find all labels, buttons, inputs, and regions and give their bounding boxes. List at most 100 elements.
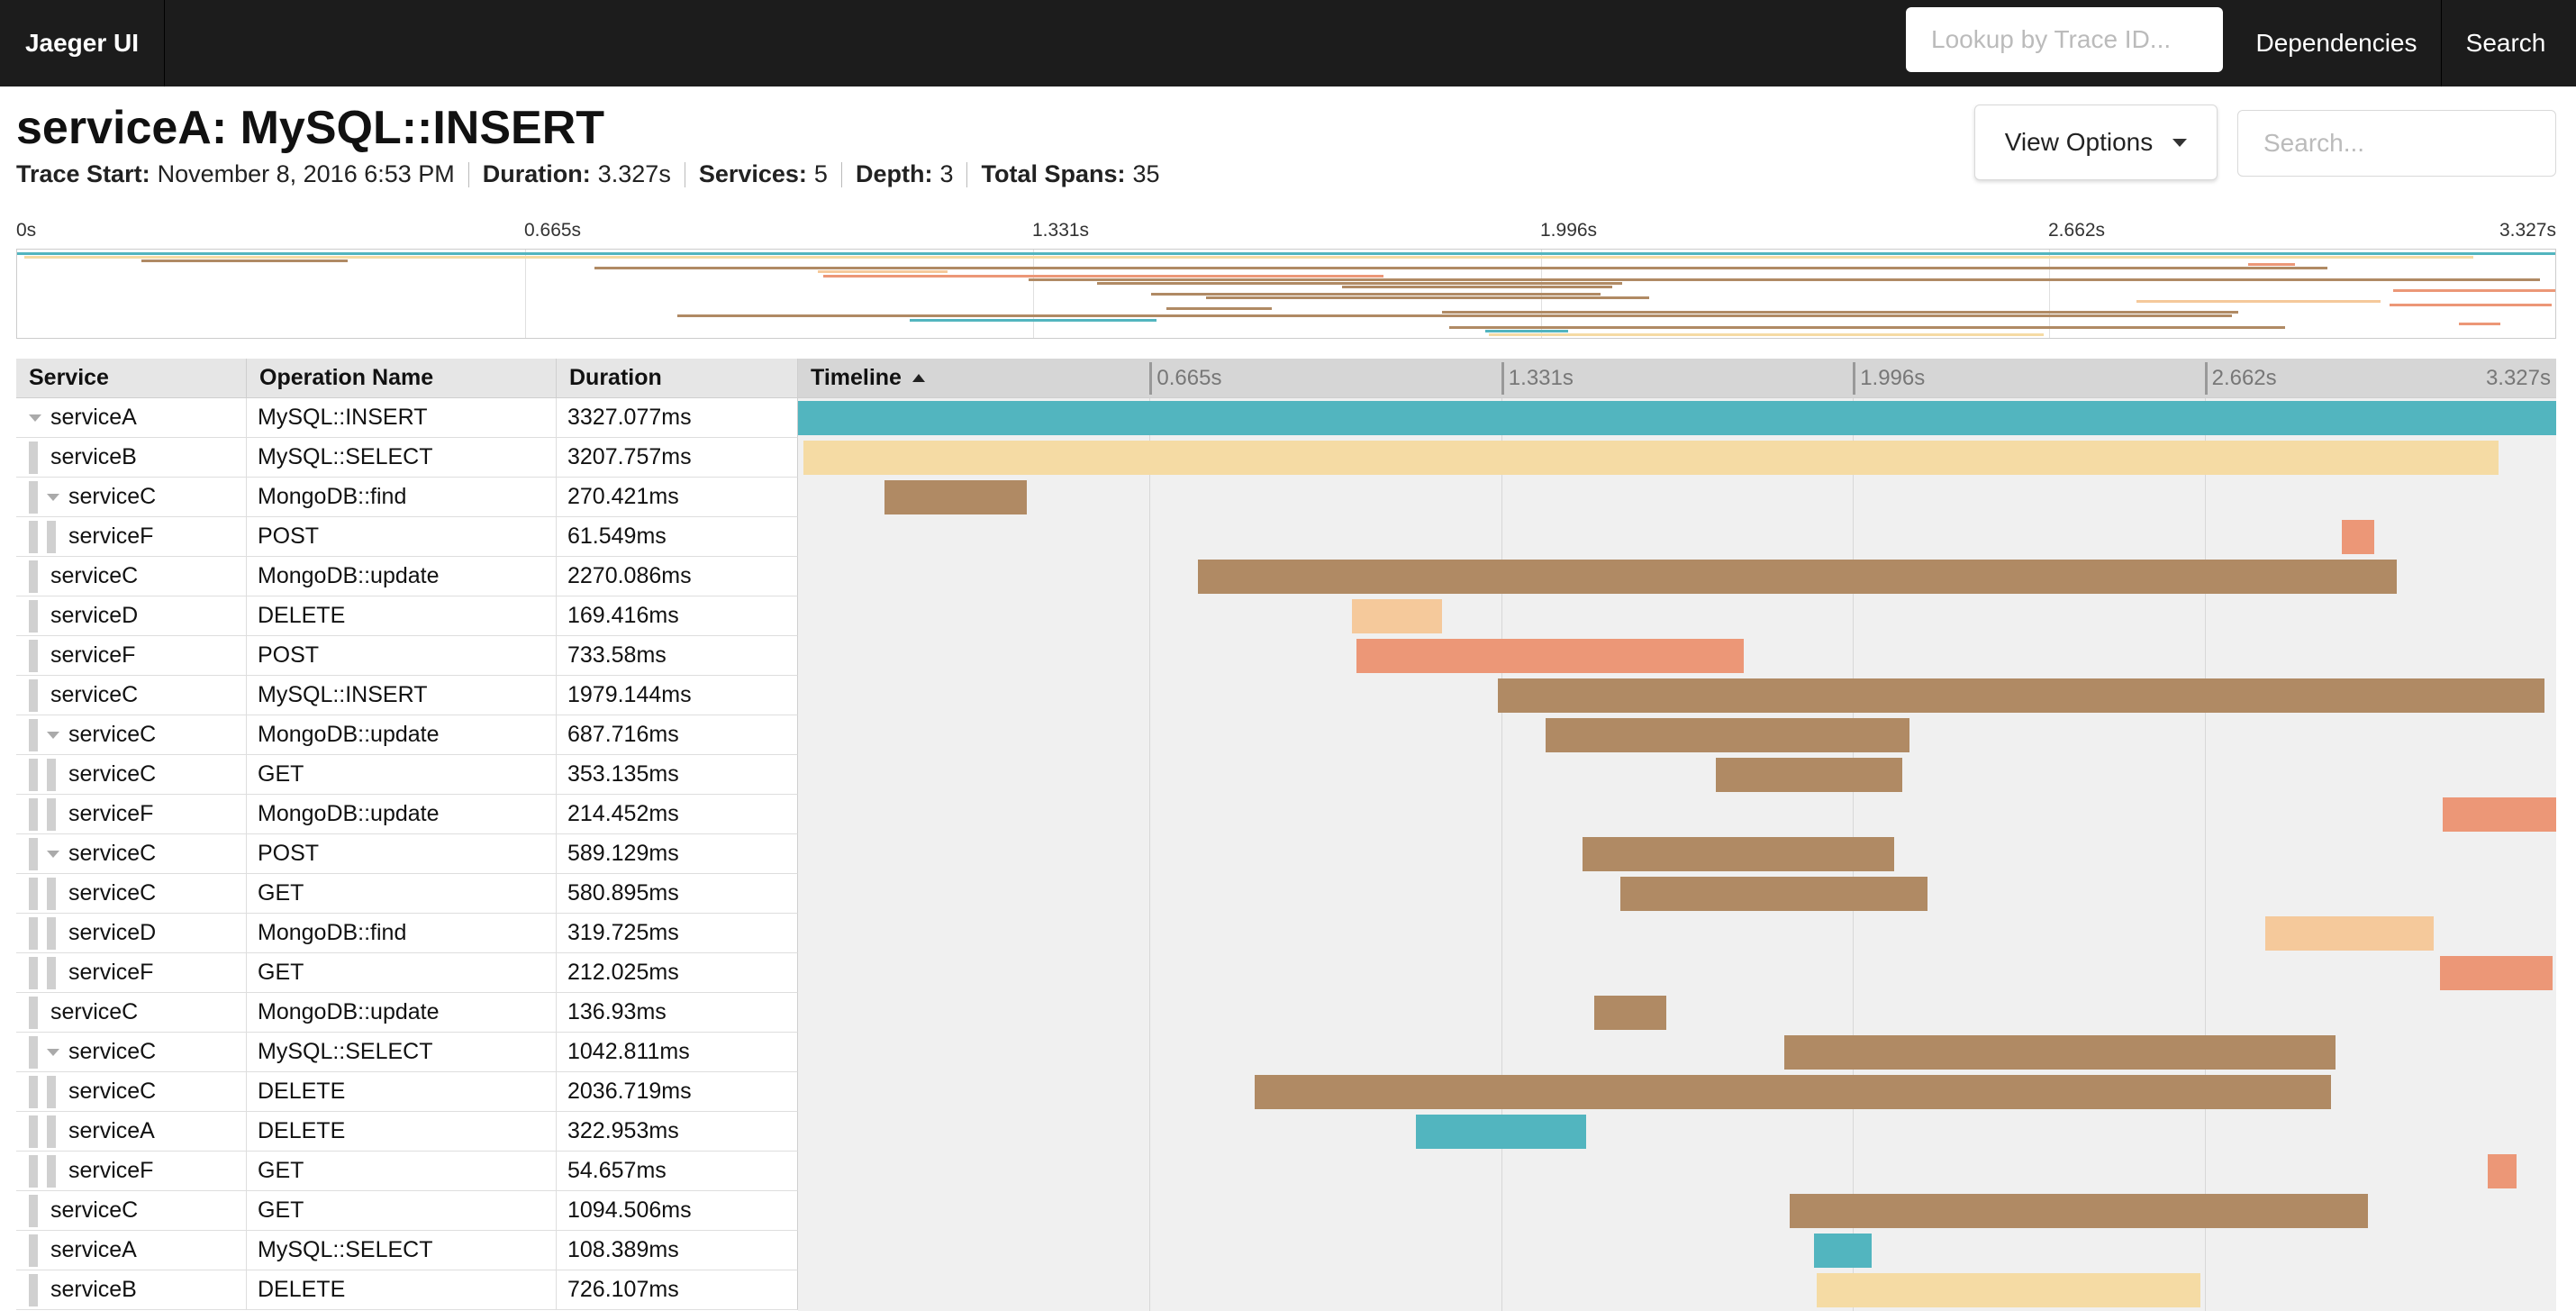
span-service-cell[interactable]: serviceF bbox=[16, 636, 247, 676]
span-bar[interactable] bbox=[1498, 678, 2544, 713]
span-bar[interactable] bbox=[1814, 1234, 1872, 1268]
span-operation-cell: MongoDB::update bbox=[247, 557, 557, 596]
span-bar[interactable] bbox=[2440, 956, 2553, 990]
span-service-cell[interactable]: serviceD bbox=[16, 596, 247, 636]
span-duration-cell: 3327.077ms bbox=[557, 398, 798, 438]
span-bar[interactable] bbox=[1583, 837, 1894, 871]
view-options-dropdown[interactable]: View Options bbox=[1974, 105, 2218, 180]
span-service-cell[interactable]: serviceC bbox=[16, 993, 247, 1033]
expand-toggle-icon[interactable] bbox=[47, 732, 59, 739]
span-service-cell[interactable]: serviceF bbox=[16, 953, 247, 993]
span-service-cell[interactable]: serviceC bbox=[16, 834, 247, 874]
nav-search-link[interactable]: Search bbox=[2465, 29, 2546, 57]
span-row[interactable]: serviceC MongoDB::update 687.716ms bbox=[16, 715, 2556, 755]
span-service-cell[interactable]: serviceF bbox=[16, 517, 247, 557]
span-bar[interactable] bbox=[1546, 718, 1909, 752]
span-bar[interactable] bbox=[1352, 599, 1442, 633]
duration-value: 3.327s bbox=[597, 160, 671, 187]
span-bar[interactable] bbox=[884, 480, 1028, 514]
span-service-cell[interactable]: serviceC bbox=[16, 1072, 247, 1112]
span-bar[interactable] bbox=[2442, 797, 2556, 832]
expand-toggle-icon[interactable] bbox=[47, 494, 59, 501]
trace-id-lookup-input[interactable] bbox=[1906, 7, 2223, 72]
span-bar[interactable] bbox=[1715, 758, 1902, 792]
indent-guide bbox=[47, 1115, 56, 1148]
span-search-input[interactable] bbox=[2237, 110, 2556, 177]
timeline-tick-line bbox=[1501, 362, 1504, 395]
expand-toggle-icon[interactable] bbox=[47, 1049, 59, 1056]
column-header-timeline[interactable]: Timeline 0.665s 1.331s 1.996s 2.662s 3.327s bbox=[798, 359, 2556, 398]
span-row[interactable]: serviceC MySQL::SELECT 1042.811ms bbox=[16, 1033, 2556, 1072]
services-label: Services: bbox=[698, 160, 807, 187]
span-bar[interactable] bbox=[1255, 1075, 2332, 1109]
span-row[interactable]: serviceC MongoDB::find 270.421ms bbox=[16, 478, 2556, 517]
span-row[interactable]: serviceF GET 54.657ms bbox=[16, 1152, 2556, 1191]
span-row[interactable]: serviceC POST 589.129ms bbox=[16, 834, 2556, 874]
column-header-duration: Duration bbox=[557, 359, 798, 398]
minimap-span-bar bbox=[1449, 325, 2285, 329]
span-row[interactable]: serviceC GET 1094.506ms bbox=[16, 1191, 2556, 1231]
span-operation-cell: DELETE bbox=[247, 1270, 557, 1310]
span-row[interactable]: serviceF POST 733.58ms bbox=[16, 636, 2556, 676]
indent-guide bbox=[29, 997, 38, 1029]
expand-toggle-icon[interactable] bbox=[47, 851, 59, 858]
span-duration-cell: 687.716ms bbox=[557, 715, 798, 755]
indent-guide bbox=[47, 917, 56, 950]
brand-logo[interactable]: Jaeger UI bbox=[0, 0, 165, 86]
span-bar[interactable] bbox=[1817, 1273, 2201, 1307]
trace-minimap[interactable]: 0s 0.665s 1.331s 1.996s 2.662s 3.327s bbox=[16, 220, 2556, 341]
span-bar[interactable] bbox=[1784, 1035, 2336, 1070]
span-service-cell[interactable]: serviceC bbox=[16, 715, 247, 755]
span-bar[interactable] bbox=[1620, 877, 1928, 911]
span-bar[interactable] bbox=[2488, 1154, 2517, 1188]
span-row[interactable]: serviceA DELETE 322.953ms bbox=[16, 1112, 2556, 1152]
expand-toggle-icon[interactable] bbox=[29, 414, 41, 422]
span-service-cell[interactable]: serviceB bbox=[16, 1270, 247, 1310]
span-row[interactable]: serviceB MySQL::SELECT 3207.757ms bbox=[16, 438, 2556, 478]
span-bar[interactable] bbox=[1415, 1115, 1587, 1149]
span-service-cell[interactable]: serviceC bbox=[16, 874, 247, 914]
span-service-cell[interactable]: serviceC bbox=[16, 1191, 247, 1231]
span-bar[interactable] bbox=[798, 401, 2556, 435]
span-row[interactable]: serviceF GET 212.025ms bbox=[16, 953, 2556, 993]
span-service-cell[interactable]: serviceC bbox=[16, 1033, 247, 1072]
span-row[interactable]: serviceA MySQL::SELECT 108.389ms bbox=[16, 1231, 2556, 1270]
sort-ascending-icon[interactable] bbox=[912, 374, 925, 382]
span-row[interactable]: serviceF MongoDB::update 214.452ms bbox=[16, 795, 2556, 834]
span-bar[interactable] bbox=[803, 441, 2499, 475]
span-row[interactable]: serviceD MongoDB::find 319.725ms bbox=[16, 914, 2556, 953]
span-service-cell[interactable]: serviceF bbox=[16, 795, 247, 834]
span-row[interactable]: serviceD DELETE 169.416ms bbox=[16, 596, 2556, 636]
span-bar[interactable] bbox=[1593, 996, 1666, 1030]
span-row[interactable]: serviceC GET 353.135ms bbox=[16, 755, 2556, 795]
span-service-name: serviceF bbox=[68, 1158, 154, 1183]
column-header-operation: Operation Name bbox=[247, 359, 557, 398]
depth-value: 3 bbox=[939, 160, 954, 187]
span-service-cell[interactable]: serviceA bbox=[16, 398, 247, 438]
span-row[interactable]: serviceC GET 580.895ms bbox=[16, 874, 2556, 914]
span-service-cell[interactable]: serviceA bbox=[16, 1112, 247, 1152]
span-service-cell[interactable]: serviceD bbox=[16, 914, 247, 953]
span-service-cell[interactable]: serviceC bbox=[16, 557, 247, 596]
span-service-cell[interactable]: serviceF bbox=[16, 1152, 247, 1191]
span-service-cell[interactable]: serviceA bbox=[16, 1231, 247, 1270]
nav-dependencies-link[interactable]: Dependencies bbox=[2232, 0, 2442, 86]
span-row[interactable]: serviceC MySQL::INSERT 1979.144ms bbox=[16, 676, 2556, 715]
span-row[interactable]: serviceC DELETE 2036.719ms bbox=[16, 1072, 2556, 1112]
indent-guide bbox=[29, 481, 38, 514]
span-row[interactable]: serviceC MongoDB::update 136.93ms bbox=[16, 993, 2556, 1033]
span-service-cell[interactable]: serviceB bbox=[16, 438, 247, 478]
span-row[interactable]: serviceA MySQL::INSERT 3327.077ms bbox=[16, 398, 2556, 438]
minimap-canvas[interactable] bbox=[16, 249, 2556, 339]
span-service-cell[interactable]: serviceC bbox=[16, 755, 247, 795]
span-row[interactable]: serviceC MongoDB::update 2270.086ms bbox=[16, 557, 2556, 596]
span-row[interactable]: serviceB DELETE 726.107ms bbox=[16, 1270, 2556, 1310]
span-row[interactable]: serviceF POST 61.549ms bbox=[16, 517, 2556, 557]
span-bar[interactable] bbox=[1356, 639, 1744, 673]
span-bar[interactable] bbox=[1789, 1194, 2368, 1228]
span-service-cell[interactable]: serviceC bbox=[16, 676, 247, 715]
span-service-cell[interactable]: serviceC bbox=[16, 478, 247, 517]
span-bar[interactable] bbox=[1197, 560, 2398, 594]
span-bar[interactable] bbox=[2264, 916, 2435, 951]
span-bar[interactable] bbox=[2342, 520, 2375, 554]
